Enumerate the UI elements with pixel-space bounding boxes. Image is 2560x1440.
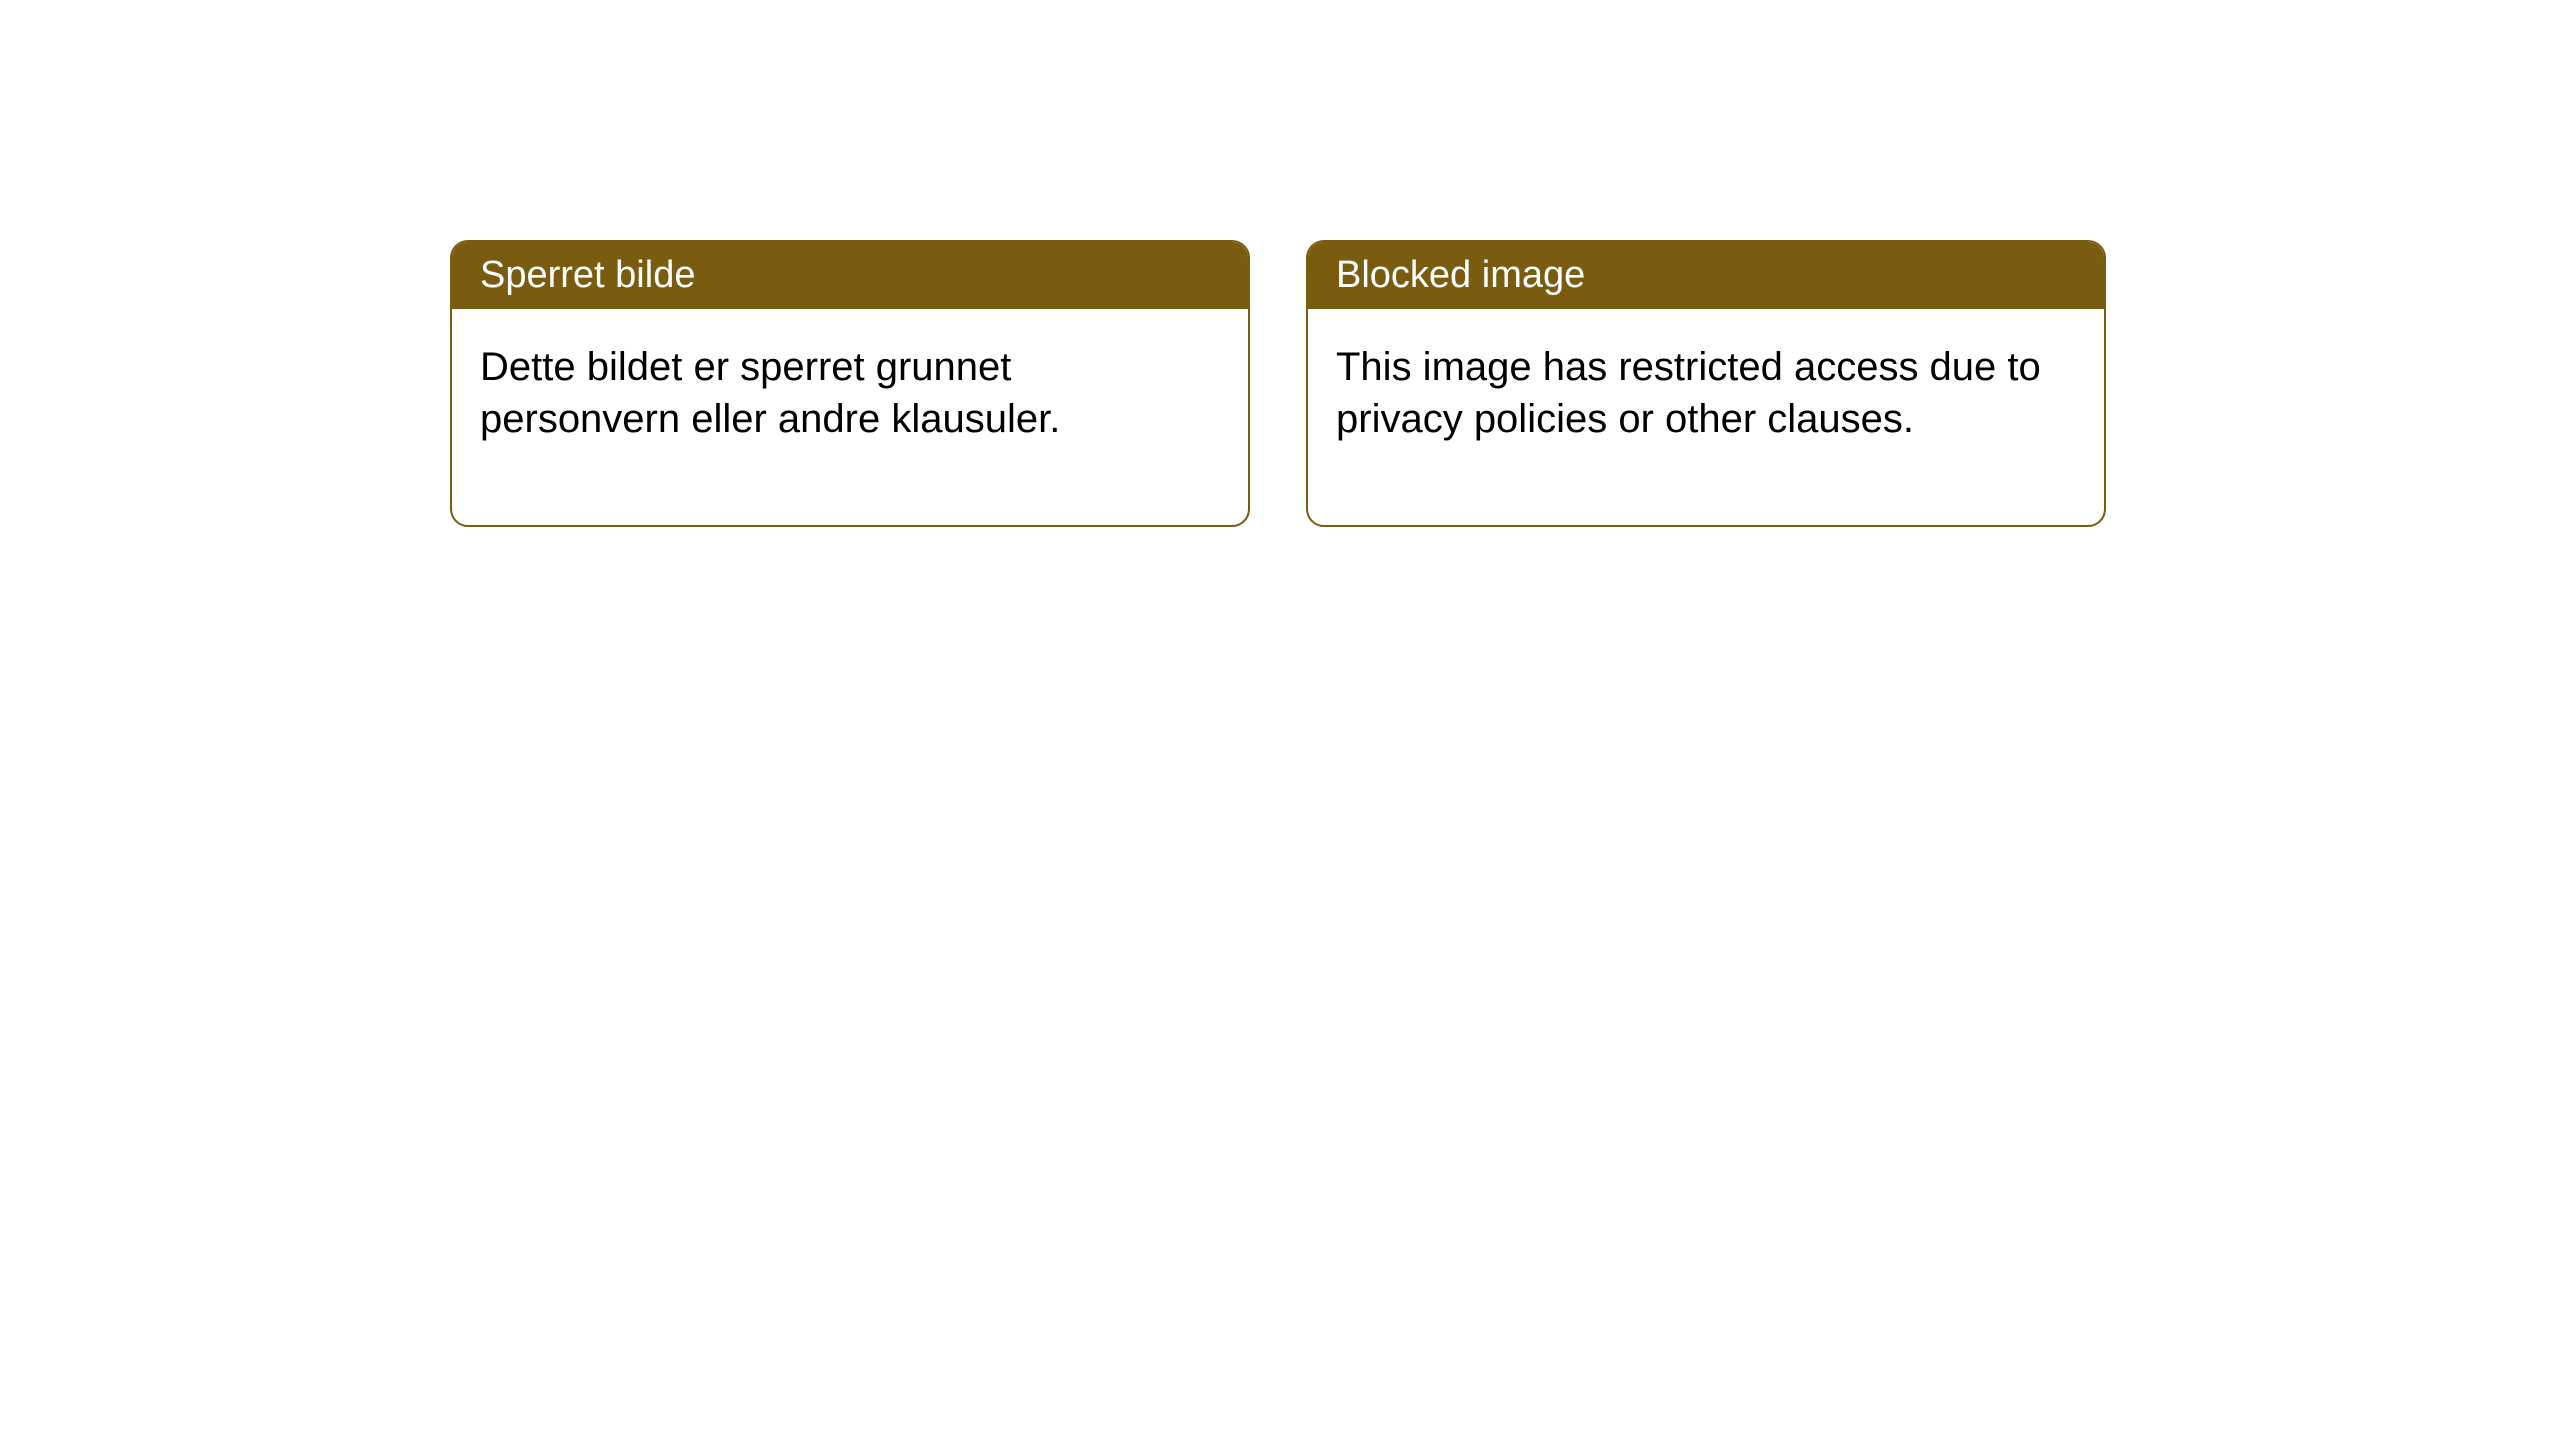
notice-card-header: Blocked image <box>1308 242 2104 309</box>
notice-card-message: This image has restricted access due to … <box>1336 345 2041 441</box>
notice-card-english: Blocked image This image has restricted … <box>1306 240 2106 527</box>
notice-card-body: Dette bildet er sperret grunnet personve… <box>452 309 1248 525</box>
notice-card-norwegian: Sperret bilde Dette bildet er sperret gr… <box>450 240 1250 527</box>
notice-card-body: This image has restricted access due to … <box>1308 309 2104 525</box>
notice-card-title: Blocked image <box>1336 254 1585 296</box>
notice-card-message: Dette bildet er sperret grunnet personve… <box>480 345 1060 441</box>
notice-container: Sperret bilde Dette bildet er sperret gr… <box>450 240 2106 527</box>
notice-card-header: Sperret bilde <box>452 242 1248 309</box>
notice-card-title: Sperret bilde <box>480 254 695 296</box>
